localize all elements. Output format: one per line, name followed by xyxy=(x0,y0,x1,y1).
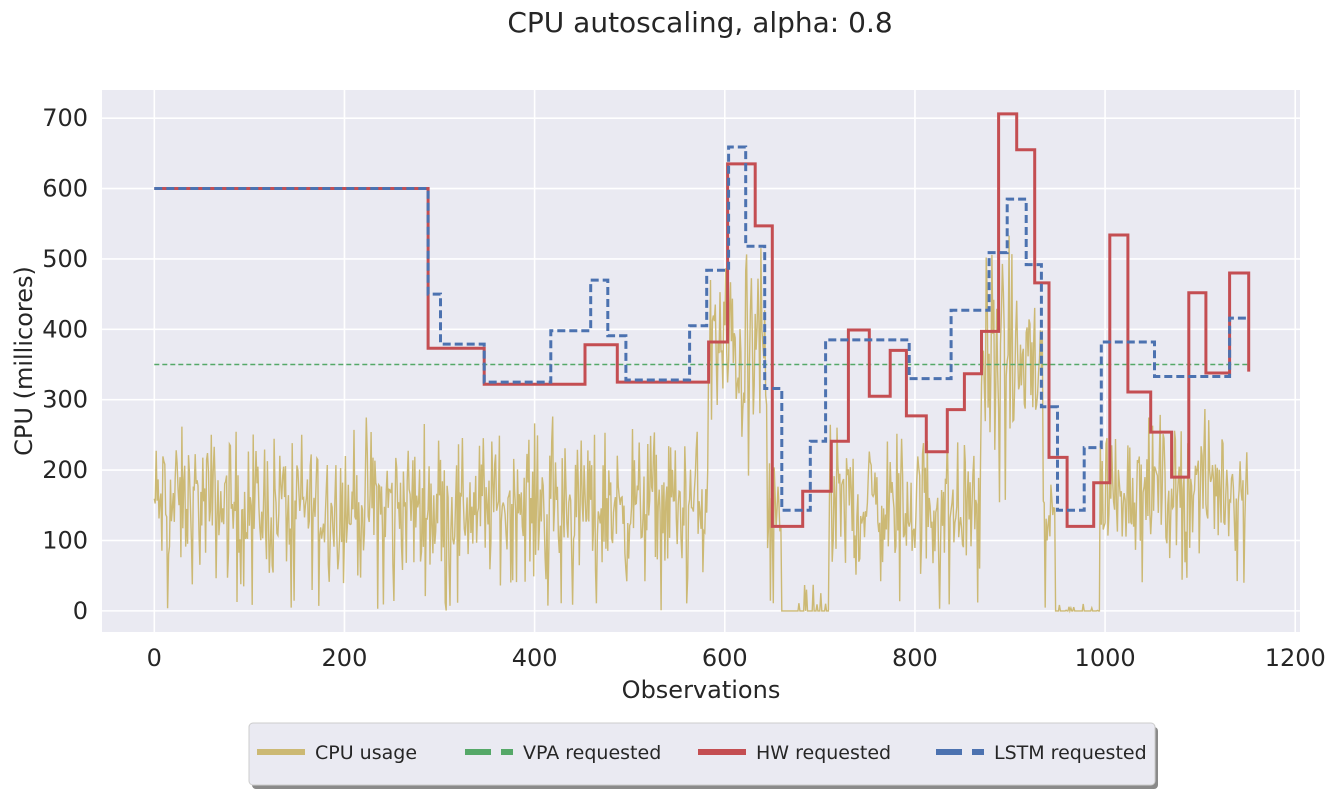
series-line-4 xyxy=(154,145,1249,512)
x-tick-label: 1000 xyxy=(1075,644,1136,672)
y-tick-label: 600 xyxy=(42,175,88,203)
y-tick-label: 100 xyxy=(42,526,88,554)
x-tick-label: 400 xyxy=(512,644,558,672)
tick-labels: 0 200 400 600 800 1000 1200 0 100 200 300 400 500 600… xyxy=(42,104,1326,672)
y-axis-label: CPU (millicores) xyxy=(10,266,38,456)
legend: CPU usage VPA requested HW requested LSTM r… xyxy=(248,722,1158,789)
series-line-3 xyxy=(154,112,1251,528)
x-tick-label: 1200 xyxy=(1265,644,1326,672)
x-tick-label: 800 xyxy=(892,644,938,672)
series-layer xyxy=(153,112,1251,614)
y-tick-label: 300 xyxy=(42,386,88,414)
plot-area xyxy=(102,90,1300,632)
chart-title: CPU autoscaling, alpha: 0.8 xyxy=(507,6,892,39)
y-tick-label: 700 xyxy=(42,104,88,132)
legend-label-3: HW requested xyxy=(756,742,891,764)
legend-label-1: CPU usage xyxy=(315,742,417,764)
x-tick-label: 200 xyxy=(322,644,368,672)
x-axis-label: Observations xyxy=(622,676,781,704)
y-tick-label: 400 xyxy=(42,315,88,343)
x-tick-label: 600 xyxy=(702,644,748,672)
y-tick-label: 500 xyxy=(42,245,88,273)
y-tick-label: 0 xyxy=(73,597,88,625)
legend-label-4: LSTM requested xyxy=(994,742,1147,764)
series-line-1 xyxy=(153,235,1249,614)
y-tick-label: 200 xyxy=(42,456,88,484)
legend-label-2: VPA requested xyxy=(523,742,661,764)
x-tick-label: 0 xyxy=(147,644,162,672)
